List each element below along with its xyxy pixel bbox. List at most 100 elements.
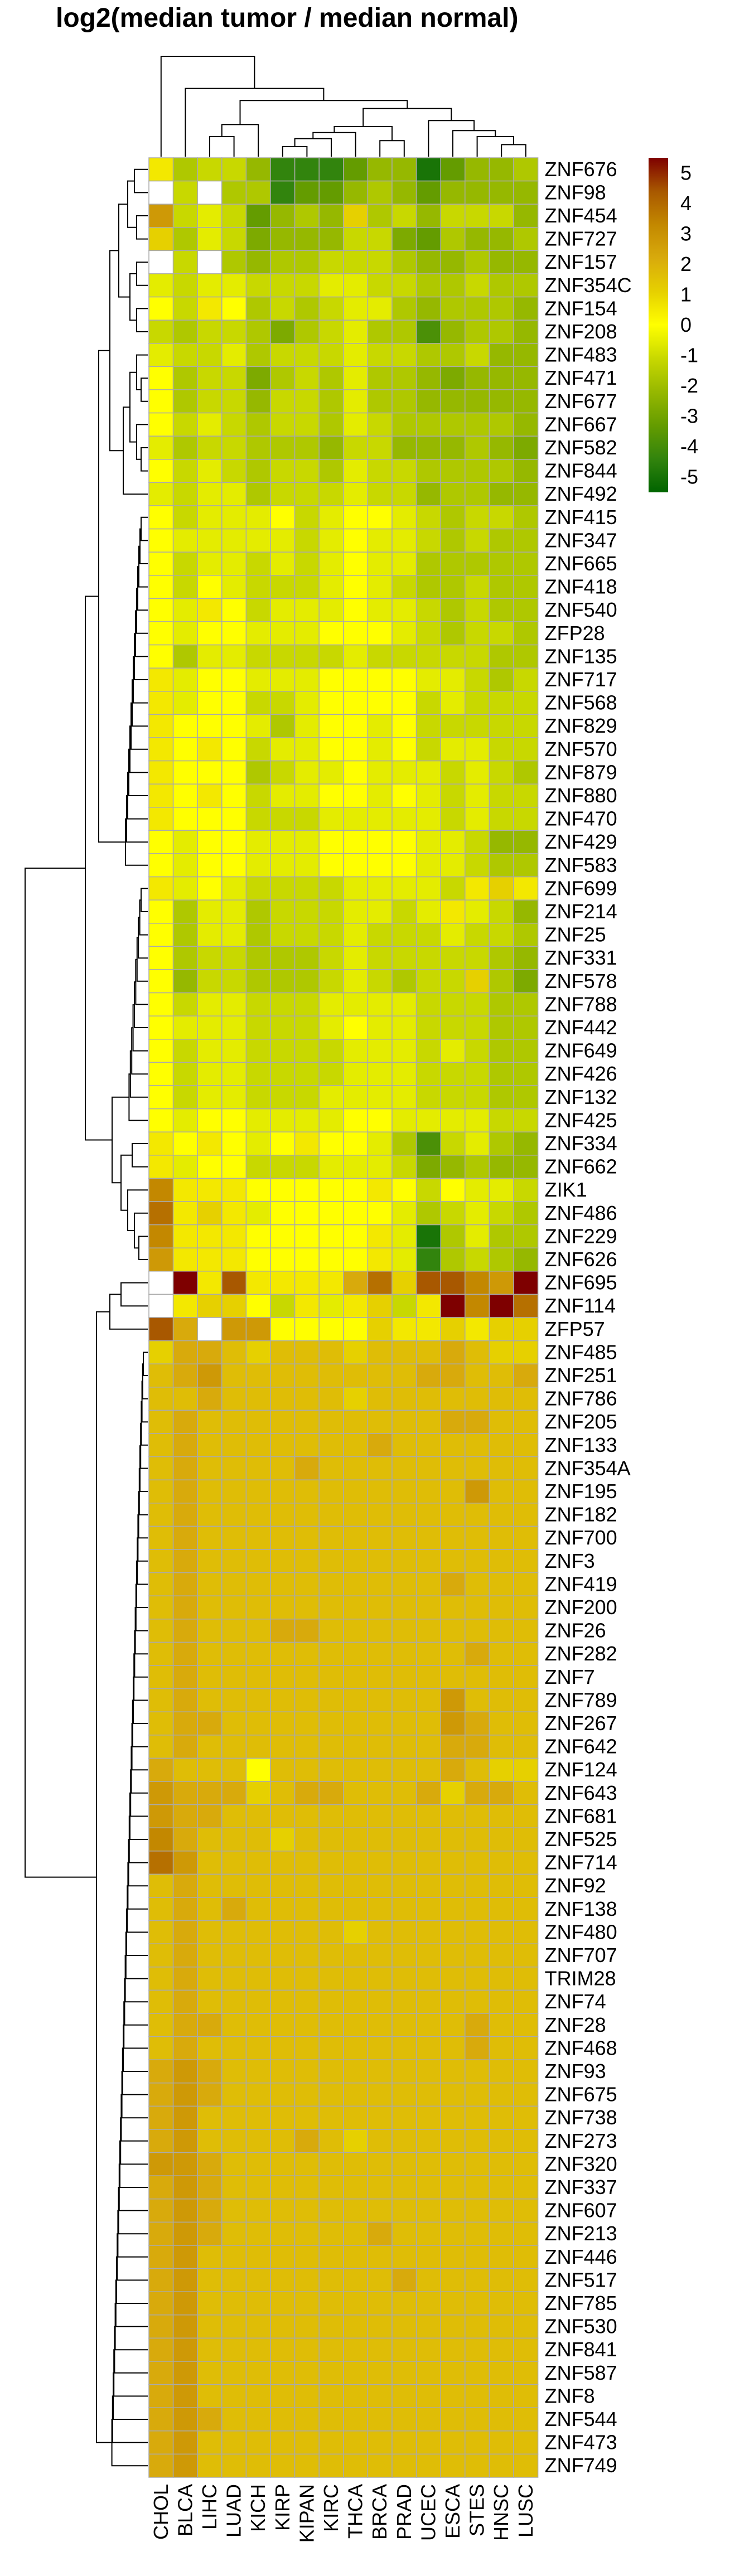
heatmap-cell (415, 691, 441, 715)
heatmap-cell (294, 1340, 320, 1364)
heatmap-cell (367, 1479, 393, 1504)
heatmap-cell (221, 598, 247, 622)
heatmap-cell (270, 644, 296, 669)
heatmap-cell (343, 1873, 369, 1898)
heatmap-cell (148, 1062, 174, 1086)
heatmap-cell (318, 528, 344, 553)
column-dendrogram-branch (282, 146, 308, 157)
heatmap-cell (513, 1294, 539, 1318)
heatmap-cell (294, 482, 320, 506)
heatmap-cell (245, 783, 271, 808)
heatmap-cell (148, 1387, 174, 1411)
heatmap-cell (294, 1688, 320, 1712)
heatmap-cell (367, 876, 393, 900)
heatmap-cell (221, 2314, 247, 2339)
heatmap-cell (172, 1131, 198, 1156)
row-label: ZNF157 (545, 250, 617, 273)
heatmap-cell (415, 1665, 441, 1689)
row-label: ZNF442 (545, 1016, 617, 1039)
heatmap-cell (513, 2291, 539, 2316)
heatmap-cell (197, 1479, 223, 1504)
heatmap-cell (318, 1757, 344, 1782)
heatmap-cell (318, 1479, 344, 1504)
heatmap-cell (513, 2059, 539, 2084)
heatmap-cell (367, 1410, 393, 1434)
heatmap-cell (172, 1317, 198, 1342)
heatmap-cell (513, 1201, 539, 1226)
row-label: ZNF138 (545, 1897, 617, 1920)
heatmap-cell (318, 2036, 344, 2060)
heatmap-cell (318, 2083, 344, 2107)
heatmap-cell (513, 946, 539, 970)
heatmap-cell (440, 2291, 466, 2316)
heatmap-cell (294, 389, 320, 414)
heatmap-cell (148, 644, 174, 669)
heatmap-cell (245, 2361, 271, 2385)
heatmap-cell (221, 1711, 247, 1736)
heatmap-cell (148, 1989, 174, 2014)
chart-title: log2(median tumor / median normal) (56, 3, 518, 33)
heatmap-cell (245, 2221, 271, 2246)
heatmap-cell (270, 2314, 296, 2339)
row-dendrogram-branch (138, 1236, 148, 1260)
heatmap-cell (440, 180, 466, 205)
heatmap-cell (245, 250, 271, 274)
heatmap-cell (270, 1178, 296, 1202)
heatmap-cell (391, 2105, 417, 2130)
heatmap-cell (294, 1085, 320, 1110)
heatmap-cell (270, 2059, 296, 2084)
row-label: ZNF841 (545, 2338, 617, 2361)
heatmap-cell (270, 1155, 296, 1179)
row-label: ZNF695 (545, 1271, 617, 1294)
heatmap-cell (415, 412, 441, 437)
heatmap-cell (318, 2430, 344, 2455)
heatmap-cell (415, 1503, 441, 1527)
heatmap-cell (245, 1735, 271, 1759)
heatmap-cell (415, 1271, 441, 1295)
heatmap-cell (270, 2199, 296, 2223)
heatmap-cell (197, 412, 223, 437)
heatmap-cell (440, 1294, 466, 1318)
heatmap-cell (440, 1178, 466, 1202)
heatmap-cell (197, 644, 223, 669)
heatmap-cell (197, 1224, 223, 1248)
heatmap-cell (294, 2453, 320, 2478)
heatmap-cell (221, 1595, 247, 1620)
heatmap-cell (343, 412, 369, 437)
heatmap-cell (148, 459, 174, 483)
column-label: LUAD (223, 2484, 245, 2538)
heatmap-cell (270, 1131, 296, 1156)
heatmap-cell (513, 876, 539, 900)
heatmap-cell (270, 389, 296, 414)
heatmap-cell (513, 621, 539, 646)
heatmap-cell (270, 2083, 296, 2107)
row-label: ZNF124 (545, 1758, 617, 1781)
heatmap-cell (367, 737, 393, 762)
heatmap-cell (440, 667, 466, 692)
heatmap-cell (270, 1410, 296, 1434)
heatmap-cell (367, 2013, 393, 2037)
heatmap-cell (465, 2337, 490, 2362)
heatmap-cell (318, 737, 344, 762)
heatmap-cell (391, 1920, 417, 1944)
column-dendrogram-branch (476, 136, 514, 157)
heatmap-cell (318, 1317, 344, 1342)
heatmap-cell (465, 250, 490, 274)
heatmap-cell (294, 1015, 320, 1040)
heatmap-cell (270, 1456, 296, 1480)
heatmap-cell (270, 2245, 296, 2269)
heatmap-cell (343, 1039, 369, 1063)
heatmap-cell (318, 2407, 344, 2432)
heatmap-cell (391, 1340, 417, 1364)
heatmap-cell (270, 992, 296, 1016)
heatmap-cell (318, 1827, 344, 1852)
heatmap-cell (343, 969, 369, 994)
heatmap-cell (148, 2083, 174, 2107)
heatmap-cell (294, 1294, 320, 1318)
heatmap-cell (489, 1015, 514, 1040)
heatmap-cell (221, 1827, 247, 1852)
heatmap-cell (172, 273, 198, 298)
heatmap-cell (465, 2407, 490, 2432)
heatmap-cell (318, 2221, 344, 2246)
heatmap-cell (440, 2083, 466, 2107)
